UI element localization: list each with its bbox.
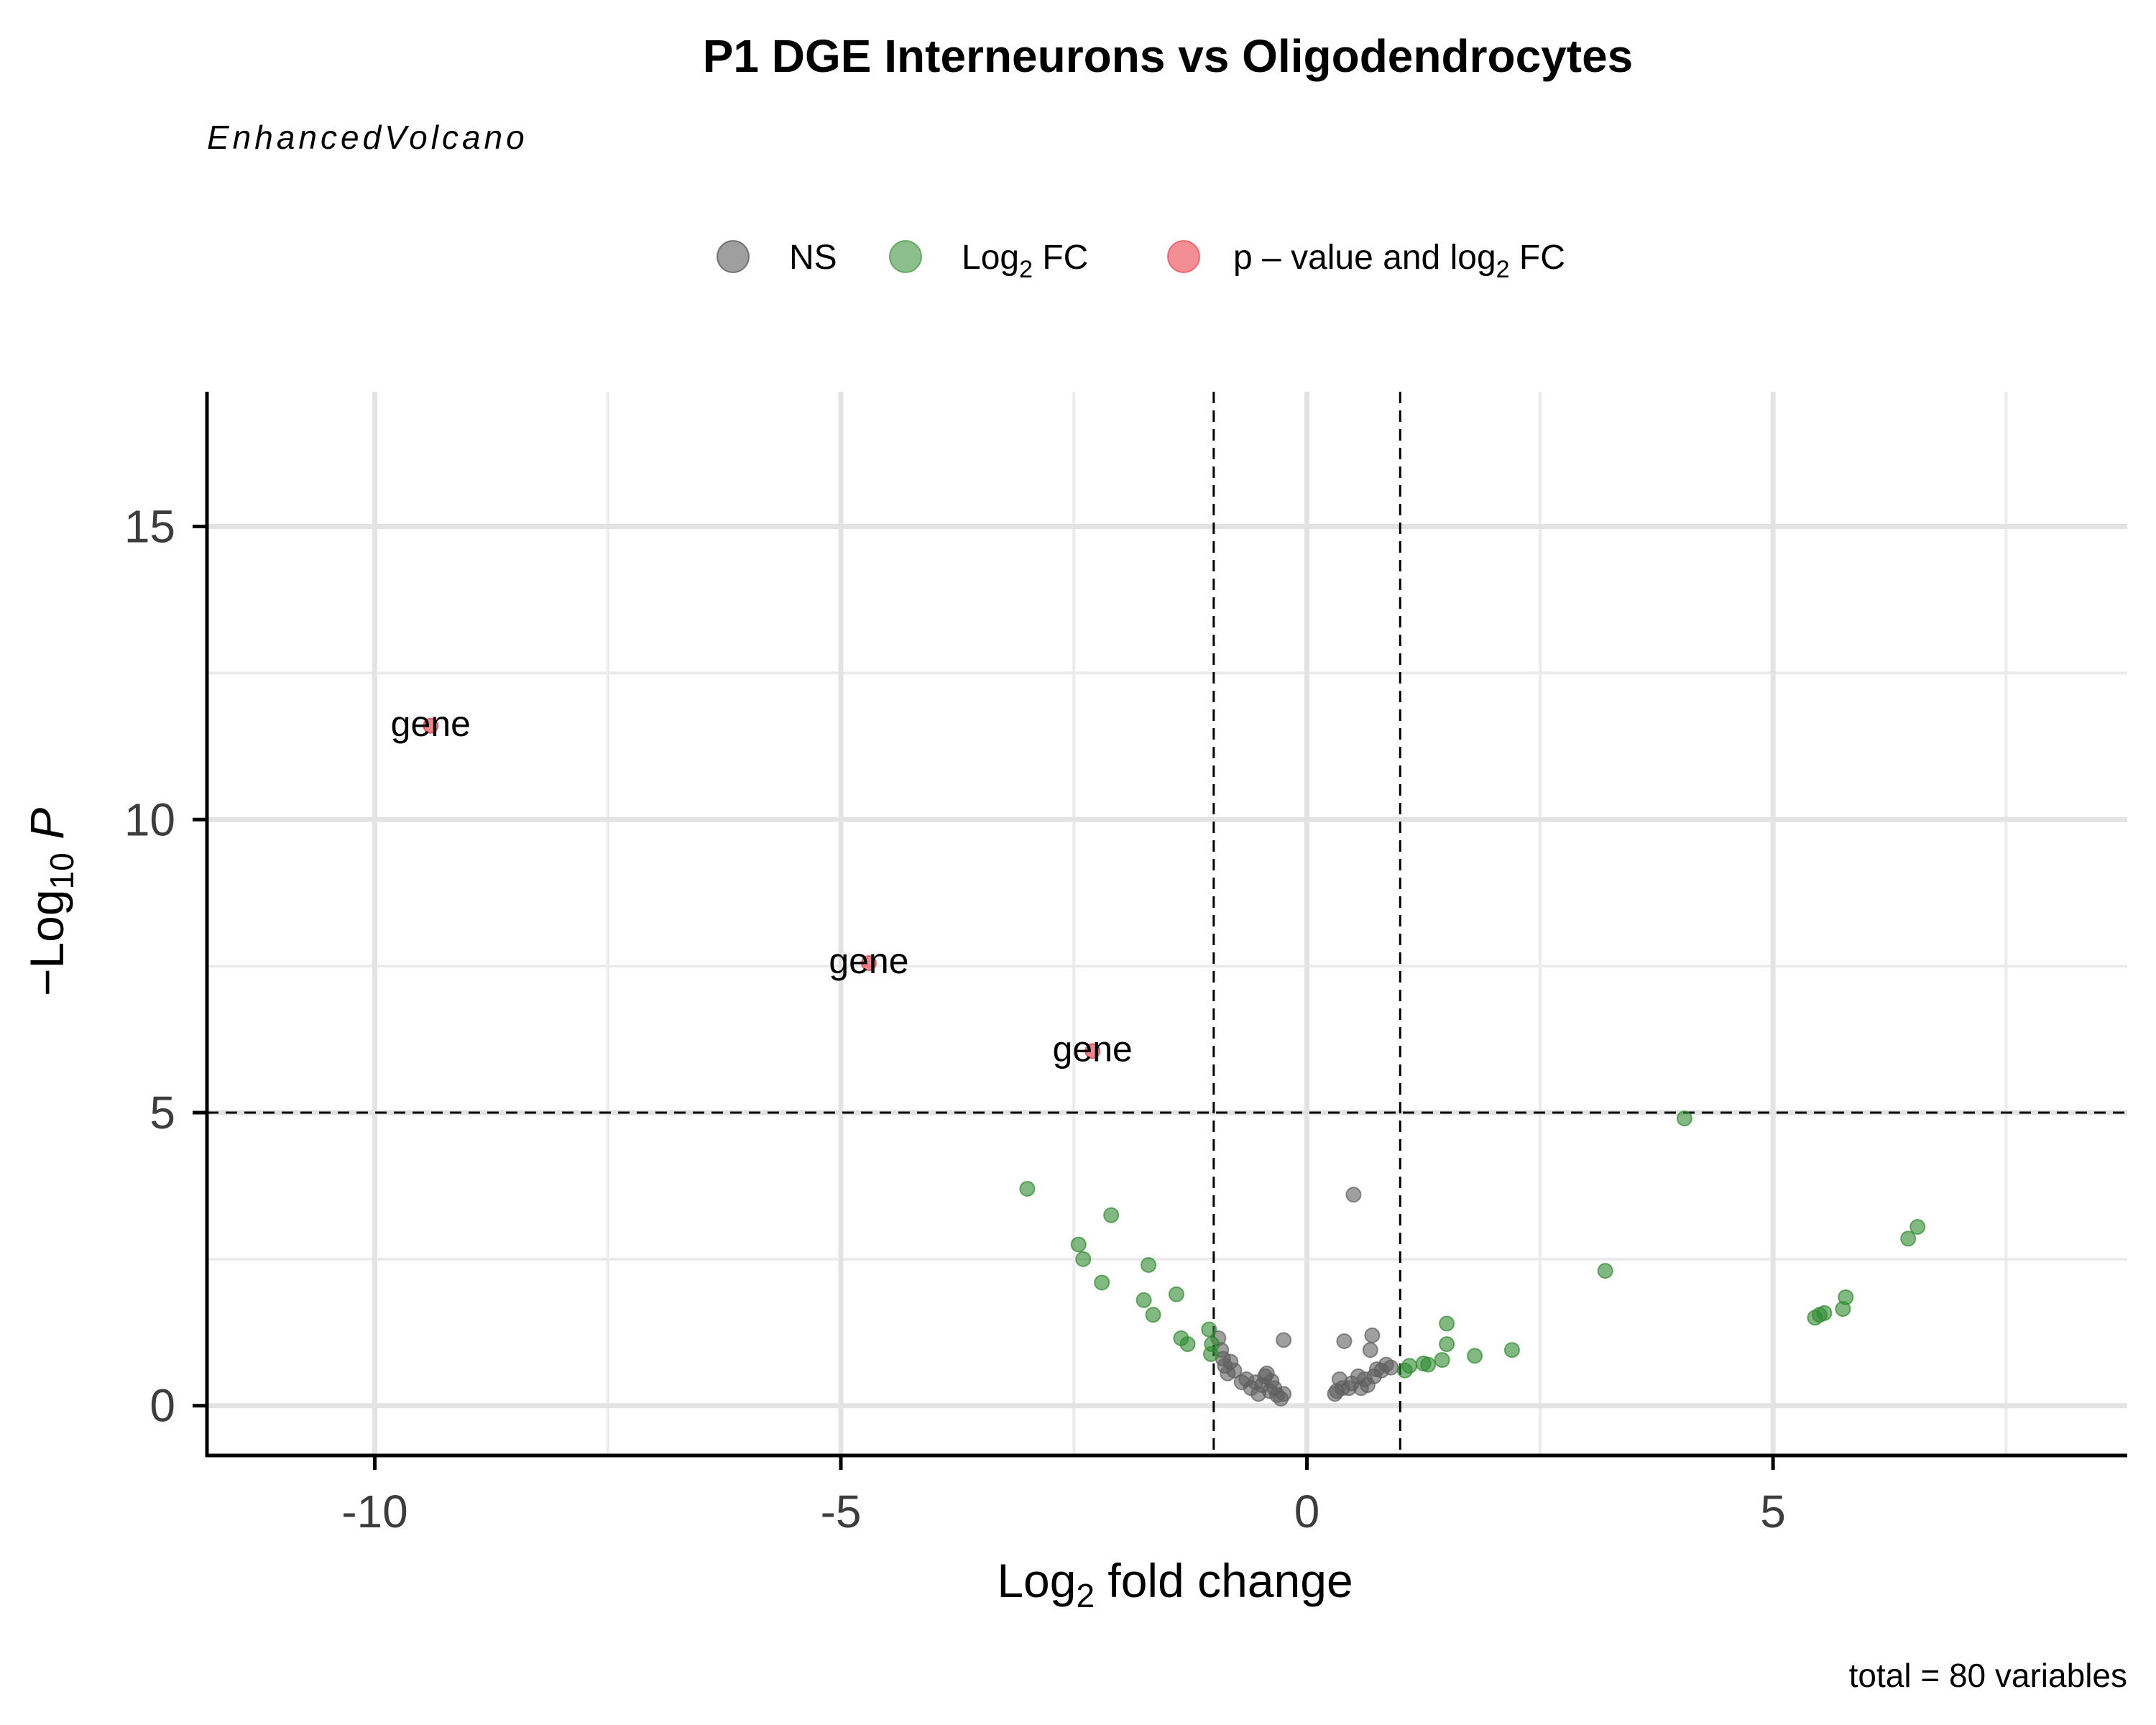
point-log2fc xyxy=(1909,1218,1926,1235)
point-log2fc xyxy=(1135,1292,1152,1308)
point-ns xyxy=(1383,1359,1399,1376)
point-log2fc xyxy=(1145,1307,1161,1323)
point-log2fc xyxy=(1420,1356,1437,1373)
gene-labels: gene gene gene xyxy=(391,704,1133,1070)
chart-subtitle: EnhancedVolcano xyxy=(207,119,528,156)
x-tick-label: -10 xyxy=(341,1486,408,1537)
point-log2fc xyxy=(1204,1336,1220,1353)
legend-key-log2fc xyxy=(889,240,922,273)
point-log2fc xyxy=(1434,1352,1450,1368)
point-sig xyxy=(860,955,877,972)
point-sig xyxy=(1084,1043,1101,1059)
point-log2fc xyxy=(1070,1236,1087,1253)
point-log2fc xyxy=(1597,1263,1613,1279)
point-log2fc xyxy=(1838,1289,1854,1305)
point-log2fc xyxy=(1141,1256,1157,1273)
legend: NS Log2 FC p – value and log2 FC xyxy=(717,239,1565,283)
point-log2fc xyxy=(1467,1348,1483,1364)
point-ns xyxy=(1336,1333,1353,1349)
x-axis-label: Log2 fold change xyxy=(997,1554,1353,1614)
point-ns xyxy=(1345,1187,1362,1203)
point-ns xyxy=(1362,1342,1378,1358)
point-log2fc xyxy=(1439,1336,1455,1353)
caption: total = 80 variables xyxy=(1849,1657,2127,1694)
point-sig xyxy=(423,717,439,734)
y-tick-label: 0 xyxy=(149,1380,175,1432)
y-axis-label: −Log10 P xyxy=(20,808,80,996)
legend-key-ns xyxy=(717,240,750,273)
point-ns xyxy=(1276,1332,1292,1348)
point-log2fc xyxy=(1816,1305,1833,1321)
point-log2fc xyxy=(1439,1315,1455,1332)
y-tick-label: 15 xyxy=(124,501,175,553)
point-ns xyxy=(1276,1386,1292,1402)
point-log2fc xyxy=(1168,1286,1184,1302)
legend-label-log2fc: Log2 FC xyxy=(962,239,1088,283)
point-log2fc xyxy=(1103,1207,1120,1223)
tick-labels: -10 -5 0 5 0 5 10 15 xyxy=(124,501,1786,1537)
threshold-lines xyxy=(207,392,2127,1455)
point-log2fc xyxy=(1900,1230,1917,1247)
axes xyxy=(193,392,2127,1470)
point-log2fc xyxy=(1401,1358,1418,1374)
y-tick-label: 5 xyxy=(149,1087,175,1138)
point-log2fc xyxy=(1503,1342,1520,1358)
gene-label: gene xyxy=(1053,1029,1133,1069)
gene-label: gene xyxy=(829,941,908,981)
point-log2fc xyxy=(1201,1321,1217,1338)
x-tick-label: 5 xyxy=(1760,1486,1786,1537)
y-tick-label: 10 xyxy=(124,794,175,845)
point-log2fc xyxy=(1179,1336,1196,1353)
point-ns xyxy=(1364,1327,1381,1343)
legend-key-pvalue-log2fc xyxy=(1167,240,1200,273)
chart-title: P1 DGE Interneurons vs Oligodendrocytes xyxy=(703,30,1634,82)
point-log2fc xyxy=(1075,1251,1092,1267)
legend-label-pvalue-log2fc: p – value and log2 FC xyxy=(1233,239,1565,283)
legend-label-ns: NS xyxy=(789,239,837,277)
point-log2fc xyxy=(1676,1110,1692,1127)
point-ns xyxy=(1226,1362,1243,1379)
x-tick-label: -5 xyxy=(821,1486,862,1537)
gene-label: gene xyxy=(391,704,471,744)
point-log2fc xyxy=(1094,1274,1110,1291)
point-log2fc xyxy=(1019,1180,1036,1197)
data-points xyxy=(423,717,1926,1407)
x-tick-label: 0 xyxy=(1294,1486,1320,1537)
